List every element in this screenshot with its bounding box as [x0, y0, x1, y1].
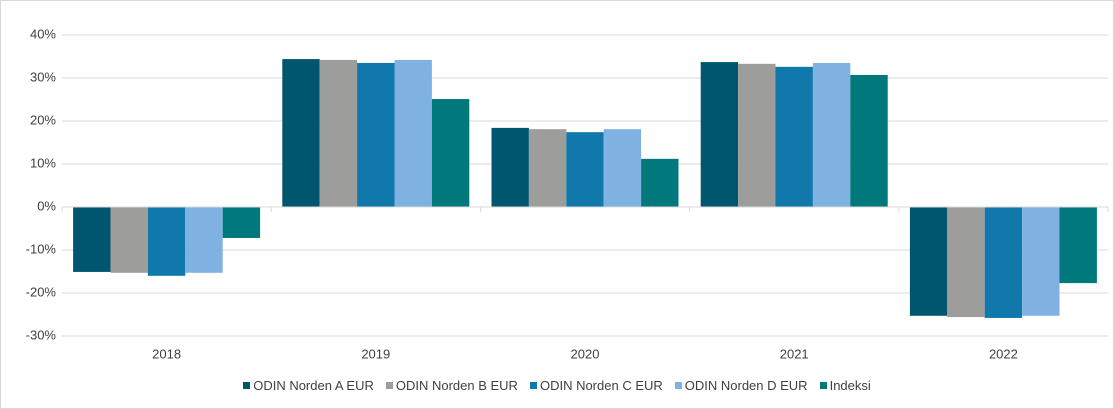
legend-item: ODIN Norden A EUR — [243, 378, 374, 393]
legend-item: ODIN Norden D EUR — [674, 378, 808, 393]
legend-item: ODIN Norden B EUR — [385, 378, 518, 393]
legend-label: ODIN Norden A EUR — [253, 378, 374, 393]
bar — [528, 129, 567, 207]
bar — [147, 207, 186, 276]
legend-item: ODIN Norden C EUR — [529, 378, 663, 393]
legend-label: Indeksi — [829, 378, 871, 393]
bar — [603, 129, 642, 207]
legend: ODIN Norden A EUR ODIN Norden B EUR ODIN N… — [0, 378, 1114, 393]
y-tick-label: -30% — [26, 327, 57, 342]
bar — [491, 127, 529, 207]
bar — [357, 62, 395, 208]
bar — [222, 207, 261, 238]
bar — [566, 132, 604, 207]
y-tick-label: -10% — [26, 241, 57, 256]
x-tick-label: 2019 — [361, 346, 390, 361]
y-tick-label: -20% — [26, 284, 57, 299]
bar — [1059, 207, 1097, 284]
legend-swatch — [529, 382, 537, 389]
legend-label: ODIN Norden C EUR — [539, 378, 663, 393]
bar — [984, 207, 1023, 318]
legend-label: ODIN Norden D EUR — [684, 378, 808, 393]
bar — [947, 207, 985, 318]
y-tick-label: 20% — [30, 112, 56, 127]
bar — [1022, 207, 1060, 316]
legend-label: ODIN Norden B EUR — [395, 378, 518, 393]
x-tick-label: 2020 — [571, 346, 600, 361]
legend-swatch — [243, 382, 251, 389]
legend-swatch — [385, 382, 393, 389]
bar — [431, 99, 470, 207]
bar — [850, 74, 888, 208]
legend-swatch — [819, 382, 827, 389]
bar — [641, 158, 679, 207]
x-tick-label: 2018 — [152, 346, 181, 361]
legend-item: Indeksi — [819, 378, 871, 393]
bar — [812, 62, 851, 208]
bar — [110, 207, 148, 273]
x-tick-label: 2022 — [989, 346, 1018, 361]
bar — [909, 207, 948, 316]
bar — [738, 63, 776, 208]
y-tick-label: 10% — [30, 155, 56, 170]
y-tick-label: 40% — [30, 26, 56, 41]
bar — [282, 59, 320, 207]
bar — [319, 59, 358, 207]
bar — [185, 207, 223, 273]
y-tick-label: 0% — [37, 198, 56, 213]
bar — [73, 207, 111, 272]
y-tick-label: 30% — [30, 69, 56, 84]
x-tick-label: 2021 — [780, 346, 809, 361]
bar — [700, 62, 739, 208]
bar — [775, 66, 813, 207]
legend-swatch — [674, 382, 682, 389]
bar — [394, 59, 432, 207]
